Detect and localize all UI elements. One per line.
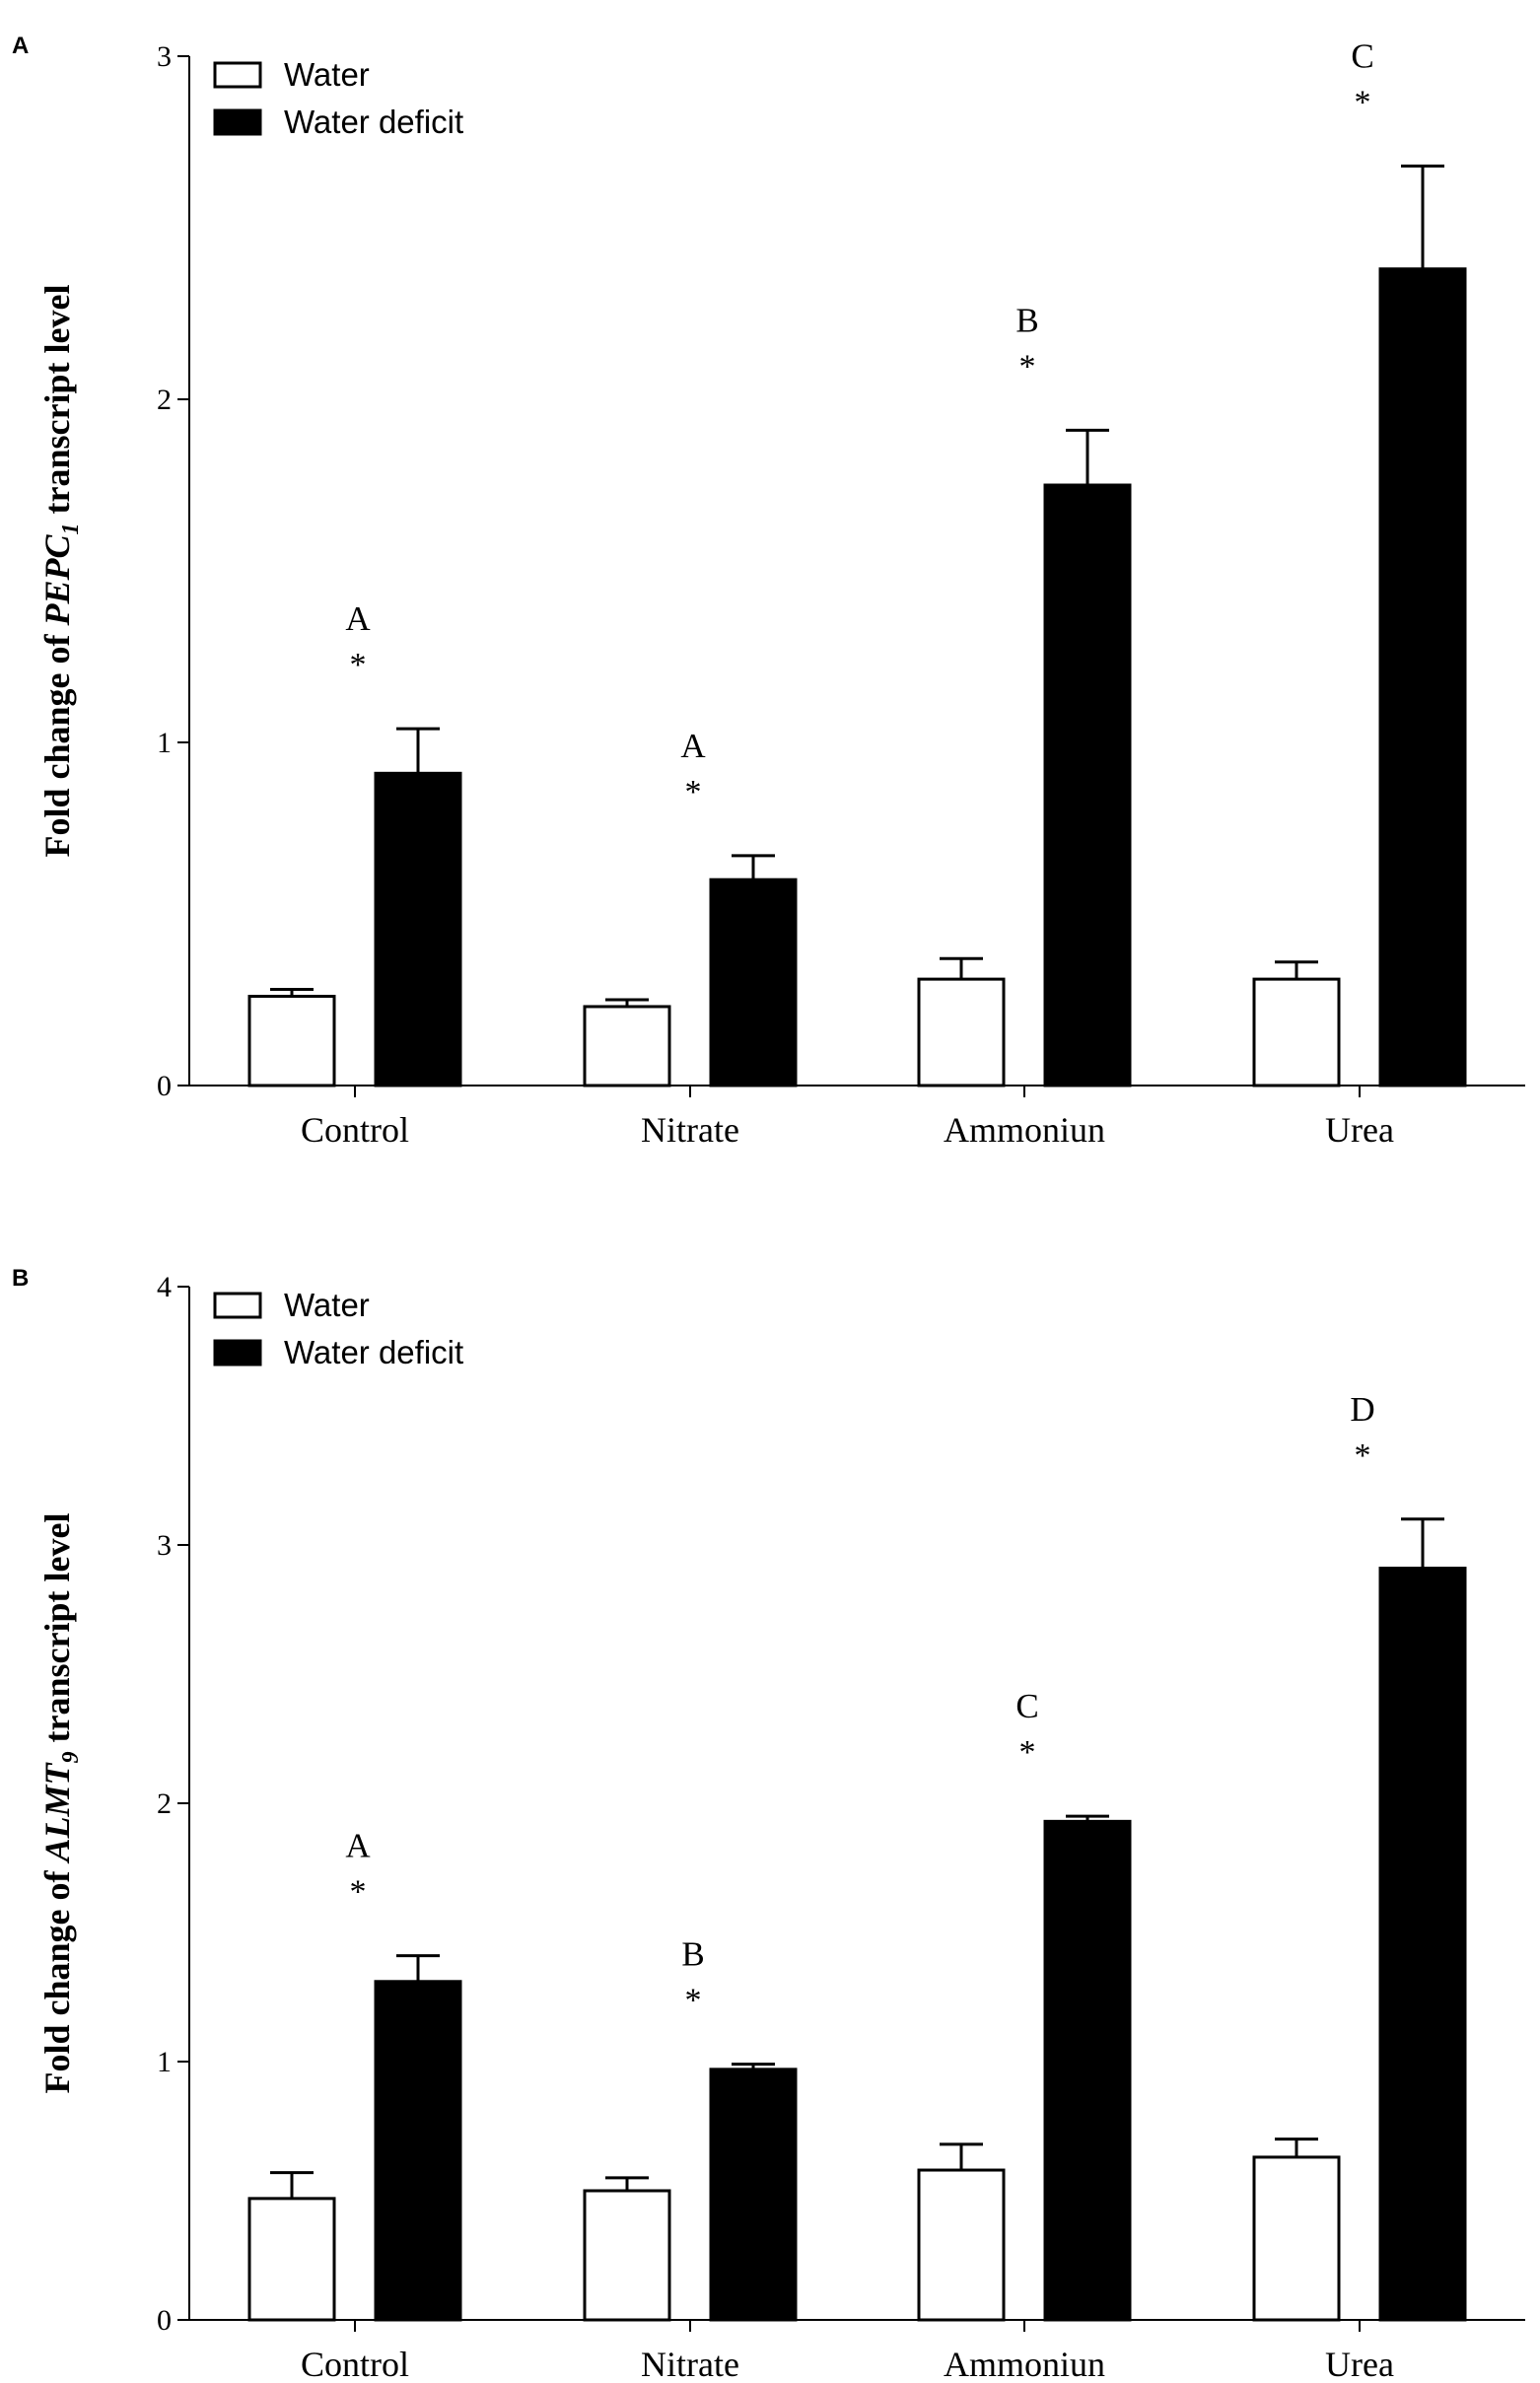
bar-water xyxy=(1252,2155,1341,2322)
legend-swatch xyxy=(213,1292,262,1319)
bar-water xyxy=(1252,977,1341,1087)
panel-letter: B xyxy=(12,1265,29,1292)
legend-label: Water xyxy=(284,56,370,93)
panel-b: B 0 1 2 3 4 Control Nitrate Ammoniun Urea Fold cha… xyxy=(12,1265,1525,2383)
y-axis-label: Fold change of ALMT9 transcript level xyxy=(37,1513,84,2094)
significance-star: * xyxy=(1019,1734,1036,1771)
significance-letter: A xyxy=(345,599,371,638)
y-tick-label: 3 xyxy=(157,40,172,73)
significance-letter: B xyxy=(1015,301,1038,339)
legend-label: Water deficit xyxy=(284,1334,463,1370)
bar-water-deficit xyxy=(374,771,462,1087)
bar-water xyxy=(917,977,1006,1087)
y-tick-label: 2 xyxy=(157,384,172,416)
bar-water-deficit xyxy=(1043,1819,1132,2322)
significance-letter: A xyxy=(680,727,706,765)
x-tick-label: Ammoniun xyxy=(944,1110,1105,1150)
significance-star: * xyxy=(350,647,367,683)
x-tick-label: Nitrate xyxy=(641,1110,739,1150)
y-tick-label: 0 xyxy=(157,1070,172,1102)
x-tick-label: Urea xyxy=(1325,2345,1394,2383)
x-tick-label: Urea xyxy=(1325,1110,1394,1150)
bar-water xyxy=(583,2189,671,2322)
bar-water-deficit xyxy=(1043,483,1132,1087)
bar-water-deficit xyxy=(374,1980,462,2322)
x-tick-label: Ammoniun xyxy=(944,2345,1105,2383)
significance-letter: B xyxy=(681,1935,704,1974)
y-axis-label: Fold change of PEPC1 transcript level xyxy=(37,285,84,858)
significance-star: * xyxy=(1019,348,1036,385)
legend-label: Water xyxy=(284,1287,370,1323)
x-tick-label: Control xyxy=(301,2345,409,2383)
significance-letter: A xyxy=(345,1827,371,1865)
panel-a: A 0 1 2 3 Control Nitrate Ammoniun Urea Fold chan… xyxy=(12,33,1525,1150)
legend-label: Water deficit xyxy=(284,104,463,140)
bar-water xyxy=(247,995,336,1087)
significance-star: * xyxy=(685,774,702,810)
bar-water xyxy=(583,1005,671,1087)
bar-water xyxy=(247,2197,336,2322)
bar-water-deficit xyxy=(709,2068,798,2322)
significance-star: * xyxy=(685,1983,702,2019)
x-tick-label: Control xyxy=(301,1110,409,1150)
bar-water xyxy=(917,2168,1006,2322)
y-tick-label: 1 xyxy=(157,2046,172,2078)
bar-water-deficit xyxy=(1378,1567,1467,2322)
bar-water-deficit xyxy=(1378,267,1467,1087)
y-tick-label: 0 xyxy=(157,2304,172,2337)
panel-letter: A xyxy=(12,33,29,59)
significance-star: * xyxy=(1355,84,1371,120)
y-tick-label: 4 xyxy=(157,1271,172,1303)
significance-letter: C xyxy=(1351,36,1373,75)
legend-swatch xyxy=(213,1339,262,1367)
significance-star: * xyxy=(1355,1437,1371,1474)
legend-swatch xyxy=(213,108,262,136)
legend-swatch xyxy=(213,61,262,89)
bar-water-deficit xyxy=(709,877,798,1087)
y-tick-label: 1 xyxy=(157,727,172,759)
significance-star: * xyxy=(350,1874,367,1911)
x-tick-label: Nitrate xyxy=(641,2345,739,2383)
significance-letter: D xyxy=(1350,1390,1374,1429)
y-tick-label: 3 xyxy=(157,1529,172,1562)
y-tick-label: 2 xyxy=(157,1787,172,1820)
significance-letter: C xyxy=(1015,1687,1038,1725)
